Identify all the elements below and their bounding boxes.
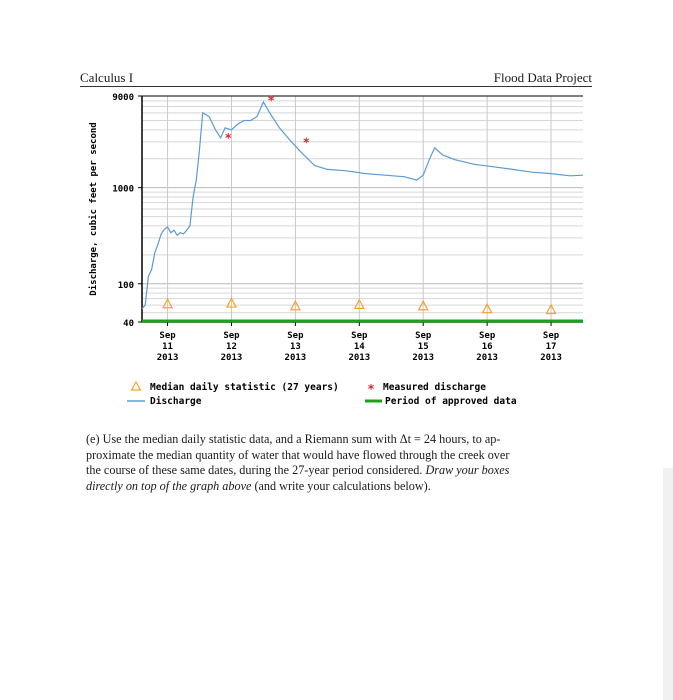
legend-median-label: Median daily statistic (27 years) bbox=[150, 382, 339, 393]
median-statistic-marker bbox=[162, 297, 174, 309]
question-e: (e) Use the median daily statistic data,… bbox=[86, 432, 596, 494]
question-emphasis-4a: directly on top of the graph above bbox=[86, 478, 252, 493]
x-tick-label: 14 bbox=[354, 342, 365, 352]
discharge-chart: 9000 1000 100 40 Discharge, cubic feet per s… bbox=[80, 88, 600, 418]
question-text-4b: (and write your calculations below). bbox=[254, 478, 431, 493]
x-tick-label: Sep bbox=[543, 331, 560, 341]
x-tick-label: 13 bbox=[290, 342, 301, 352]
question-line-1: (e) Use the median daily statistic data,… bbox=[86, 432, 501, 446]
x-tick-label: 11 bbox=[162, 342, 173, 352]
page-edge-shadow bbox=[663, 468, 673, 700]
x-tick-label: 12 bbox=[226, 342, 237, 352]
x-tick-label: 2013 bbox=[476, 353, 498, 363]
y-tick-label: 40 bbox=[123, 319, 134, 329]
x-tick-label: Sep bbox=[223, 331, 240, 341]
question-line-3: the course of these same dates, during t… bbox=[86, 463, 596, 479]
measured-discharge-marker: * bbox=[225, 131, 232, 145]
median-statistic-marker bbox=[545, 303, 557, 315]
x-tick-label: 15 bbox=[418, 342, 429, 352]
question-emphasis-3b: Draw your boxes bbox=[425, 463, 510, 477]
x-tick-label: 2013 bbox=[157, 353, 179, 363]
measured-discharge-marker: * bbox=[268, 93, 275, 107]
course-title: Calculus I bbox=[80, 70, 134, 85]
x-tick-label: Sep bbox=[479, 331, 496, 341]
median-statistic-marker bbox=[481, 302, 493, 314]
x-tick-label: 2013 bbox=[412, 353, 434, 363]
legend-measured-icon: * bbox=[368, 382, 375, 396]
x-tick-label: Sep bbox=[351, 331, 368, 341]
median-statistic-marker bbox=[353, 298, 365, 309]
legend-median-icon bbox=[130, 380, 142, 391]
question-text-3a: the course of these same dates, during t… bbox=[86, 463, 423, 477]
median-statistic-marker bbox=[417, 299, 429, 311]
question-line-4: directly on top of the graph above (and … bbox=[86, 479, 596, 495]
x-tick-label: 2013 bbox=[221, 353, 243, 363]
median-statistic-marker bbox=[225, 297, 237, 308]
median-statistic-marker bbox=[289, 299, 301, 311]
y-tick-label: 100 bbox=[118, 281, 134, 291]
y-tick-label: 9000 bbox=[112, 93, 134, 103]
x-tick-label: Sep bbox=[287, 331, 304, 341]
x-tick-label: 2013 bbox=[348, 353, 370, 363]
x-tick-label: Sep bbox=[159, 331, 176, 341]
page-header: Calculus I Flood Data Project bbox=[80, 70, 592, 87]
question-line-2: proximate the median quantity of water t… bbox=[86, 447, 510, 462]
legend-discharge-label: Discharge bbox=[150, 396, 202, 407]
measured-discharge-marker: * bbox=[303, 136, 310, 150]
x-tick-label: 16 bbox=[482, 342, 493, 352]
x-tick-label: 2013 bbox=[285, 353, 307, 363]
discharge-line bbox=[141, 100, 584, 310]
chart-svg: 9000 1000 100 40 Discharge, cubic feet per s… bbox=[88, 93, 584, 407]
x-tick-label: Sep bbox=[415, 331, 432, 341]
y-tick-label: 1000 bbox=[112, 185, 134, 195]
y-axis-label: Discharge, cubic feet per second bbox=[88, 122, 99, 295]
legend-approved-label: Period of approved data bbox=[385, 396, 517, 407]
legend-measured-label: Measured discharge bbox=[383, 382, 486, 393]
x-tick-label: 17 bbox=[546, 342, 557, 352]
x-tick-label: 2013 bbox=[540, 353, 562, 363]
project-title: Flood Data Project bbox=[493, 70, 592, 85]
